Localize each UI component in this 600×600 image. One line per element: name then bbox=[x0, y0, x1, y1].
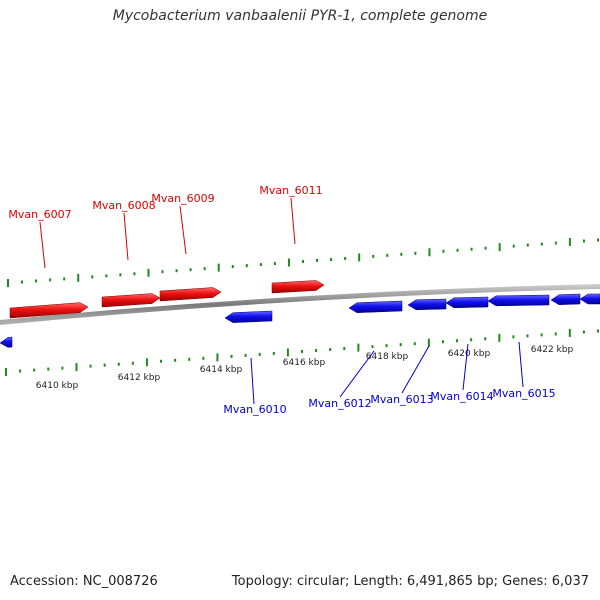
reverse-gene-arrow[interactable] bbox=[487, 294, 550, 307]
forward-gene-label[interactable]: Mvan_6011 bbox=[259, 184, 322, 197]
gene-label-leader bbox=[123, 212, 129, 261]
genome-summary-text: Topology: circular; Length: 6,491,865 bp… bbox=[231, 574, 589, 589]
scale-label: 6422 kbp bbox=[531, 345, 574, 355]
forward-gene-arrow[interactable] bbox=[9, 302, 89, 319]
forward-gene-arrow[interactable] bbox=[101, 293, 161, 308]
scale-label: 6412 kbp bbox=[118, 373, 161, 383]
gene-label-leader bbox=[339, 350, 375, 398]
reverse-gene-arrow[interactable] bbox=[550, 293, 581, 305]
genome-backbone bbox=[0, 284, 600, 325]
reverse-gene-arrow[interactable] bbox=[224, 310, 273, 323]
backbone-band bbox=[0, 284, 600, 325]
reverse-gene-label[interactable]: Mvan_6012 bbox=[308, 397, 371, 410]
scale-label: 6414 kbp bbox=[200, 365, 243, 375]
reverse-gene-label[interactable]: Mvan_6015 bbox=[492, 387, 555, 400]
gene-label-leader bbox=[462, 343, 469, 391]
gene-label-leader bbox=[39, 221, 46, 269]
scale-label: 6410 kbp bbox=[36, 381, 79, 391]
gene-features bbox=[0, 280, 600, 348]
reverse-gene-arrow[interactable] bbox=[579, 293, 600, 305]
forward-gene-label[interactable]: Mvan_6007 bbox=[8, 208, 71, 221]
reverse-gene-arrow[interactable] bbox=[445, 296, 489, 309]
scale-label: 6418 kbp bbox=[366, 352, 409, 362]
map-title: Mycobacterium vanbaalenii PYR-1, complet… bbox=[112, 8, 488, 24]
forward-gene-arrow[interactable] bbox=[159, 287, 222, 302]
scale-label: 6420 kbp bbox=[448, 349, 491, 359]
reverse-gene-label[interactable]: Mvan_6013 bbox=[370, 393, 433, 406]
reverse-gene-label[interactable]: Mvan_6010 bbox=[223, 403, 286, 416]
reverse-gene-arrow[interactable] bbox=[348, 300, 403, 313]
forward-gene-label[interactable]: Mvan_6009 bbox=[151, 192, 214, 205]
gene-label-leader bbox=[250, 357, 255, 405]
forward-gene-arrow[interactable] bbox=[271, 280, 325, 294]
reverse-gene-arrow[interactable] bbox=[0, 336, 13, 348]
forward-gene-label[interactable]: Mvan_6008 bbox=[92, 199, 155, 212]
scale-ticks: 6410 kbp 6412 kbp 6414 kbp 6416 kbp 6418 kbp… bbox=[5, 238, 599, 391]
gene-label-leader bbox=[401, 345, 430, 394]
accession-text: Accession: NC_008726 bbox=[10, 574, 158, 589]
scale-label: 6416 kbp bbox=[283, 358, 326, 368]
gene-label-leader bbox=[518, 341, 524, 388]
reverse-gene-label[interactable]: Mvan_6014 bbox=[430, 390, 493, 403]
reverse-gene-arrow[interactable] bbox=[407, 298, 447, 311]
gene-label-leader bbox=[179, 205, 187, 255]
gene-label-leader bbox=[290, 197, 296, 245]
